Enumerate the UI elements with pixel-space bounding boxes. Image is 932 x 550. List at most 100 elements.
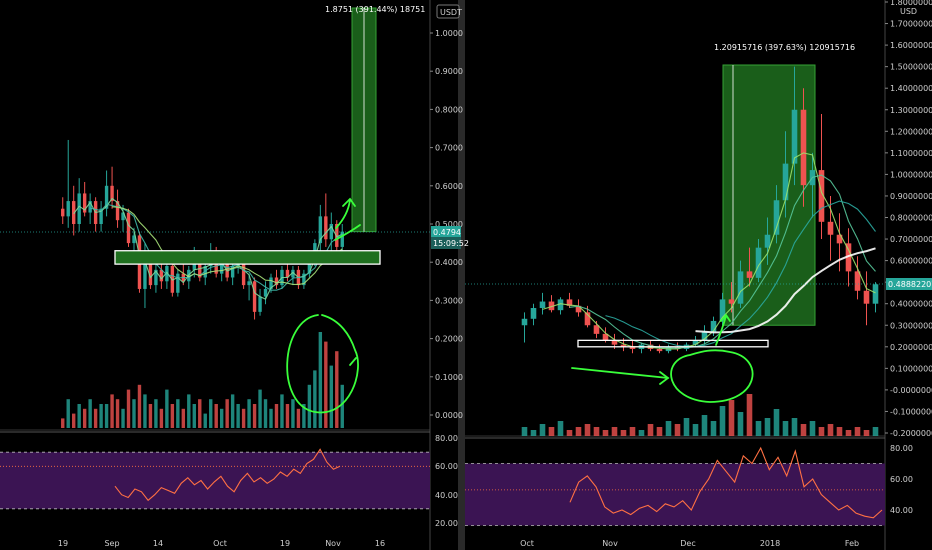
right-candle-body — [656, 348, 663, 352]
right-candle-body — [746, 271, 753, 278]
left-candle-body — [104, 185, 109, 209]
right-volume-bar — [584, 424, 591, 436]
left-volume-bar — [192, 404, 196, 428]
right-volume-pointer-annotation — [571, 367, 669, 379]
right-volume-bar — [809, 421, 816, 436]
left-moving-average-line — [73, 197, 343, 300]
right-up-arrowhead-annotation — [720, 313, 731, 322]
right-ytick-label: -0.10000000 — [890, 407, 932, 416]
left-volume-bar — [61, 418, 65, 428]
left-up-arrowhead-annotation — [342, 197, 356, 207]
left-candle-body — [115, 201, 120, 221]
right-candle-body — [755, 247, 762, 278]
left-countdown-label: 15:09:52 — [433, 239, 469, 248]
left-currency-label: USDT — [440, 8, 462, 17]
left-candle-body — [302, 273, 306, 286]
left-candle-body — [77, 193, 81, 224]
left-last-price-tag — [431, 226, 461, 238]
left-candle-body — [307, 258, 312, 274]
left-volume-bar — [181, 408, 186, 428]
left-volume-bar — [154, 399, 158, 428]
right-candle-body — [557, 299, 564, 311]
left-candle-body — [148, 258, 153, 286]
left-volume-bar — [143, 394, 147, 428]
right-xtick-label: Nov — [602, 539, 618, 548]
left-candle-body — [269, 277, 273, 289]
left-candle-body — [274, 277, 279, 286]
right-volume-bar — [530, 430, 537, 436]
right-volume-bar — [782, 421, 789, 436]
left-ytick-label: 0.6000 — [435, 182, 463, 191]
left-volume-bar — [335, 351, 339, 428]
right-candle-body — [782, 163, 789, 201]
left-xtick-label: Nov — [325, 539, 341, 548]
right-up-arrow-annotation — [715, 315, 727, 346]
left-measure-label: 1.8751 (391.44%) 18751 — [325, 5, 425, 14]
left-moving-average-line — [89, 203, 343, 291]
left-candle-body — [335, 224, 339, 247]
right-volume-bar — [674, 424, 681, 436]
right-candle-body — [719, 299, 726, 321]
right-xtick-label: 2018 — [760, 539, 780, 548]
left-chart[interactable]: 1.0000 0.9000 0.8000 0.7000 0.6000 0.5000 0.40… — [0, 0, 469, 550]
left-rsi-line — [114, 448, 341, 502]
left-candle-body — [263, 288, 268, 297]
left-volume-bar — [82, 408, 87, 428]
left-volume-bar — [198, 399, 202, 428]
right-volume-bar — [863, 430, 870, 436]
left-volume-bar — [66, 399, 70, 428]
right-candle-body — [692, 340, 699, 345]
left-volume-bar — [214, 404, 218, 428]
right-volume-bar — [683, 418, 690, 436]
left-candle-body — [291, 269, 295, 278]
left-volume-bar — [236, 404, 240, 428]
right-rsi-band — [465, 463, 885, 526]
left-volume-bar — [340, 384, 344, 428]
left-xtick-label: Oct — [213, 539, 227, 548]
left-ytick-label: 0.0000 — [435, 411, 463, 420]
left-circle-tick-annotation — [349, 357, 357, 366]
left-volume-bar — [324, 341, 328, 428]
left-volume-bar — [302, 404, 306, 428]
left-volume-bar — [258, 389, 262, 428]
left-xtick-label: 19 — [280, 539, 290, 548]
right-candle-body — [710, 320, 717, 332]
chart-divider — [458, 0, 465, 550]
left-candle-body — [230, 266, 235, 278]
left-volume-bar — [93, 408, 98, 428]
left-candle-body — [159, 269, 164, 282]
right-candle-body — [575, 305, 582, 313]
left-volume-bar — [263, 399, 268, 428]
right-support-zone — [577, 339, 769, 348]
right-candle-body — [764, 234, 771, 248]
left-volume-circle-annotation — [286, 314, 359, 414]
left-candle-body — [165, 266, 169, 282]
right-rsi-line — [569, 446, 883, 519]
left-candle-body — [258, 296, 262, 312]
right-volume-bar — [818, 427, 825, 436]
left-volume-bar — [126, 389, 131, 428]
left-ytick-label: 0.8000 — [435, 105, 463, 114]
left-ytick-label: 0.5000 — [435, 220, 463, 229]
right-candle-body — [872, 284, 879, 304]
right-volume-bar — [710, 421, 717, 436]
left-volume-bar — [110, 394, 114, 428]
left-rsi-tick-label: 60.00 — [435, 462, 458, 471]
left-volume-bar — [230, 394, 235, 428]
right-ytick-label: 1.10000000 — [890, 149, 932, 158]
left-candle-body — [110, 185, 114, 202]
right-volume-bar — [656, 427, 663, 436]
right-candle-body — [854, 271, 861, 291]
left-candle-body — [66, 201, 70, 217]
right-candle-body — [539, 301, 546, 309]
right-currency-label: USD — [900, 7, 917, 16]
right-volume-bar — [629, 427, 636, 436]
left-candle-body — [99, 208, 103, 224]
